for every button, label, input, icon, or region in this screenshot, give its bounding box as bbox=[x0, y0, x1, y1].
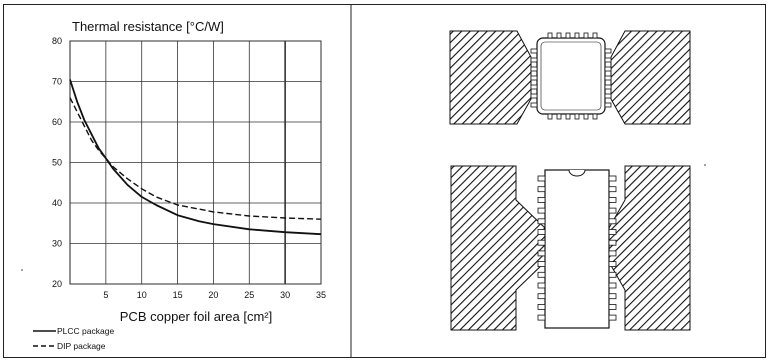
dip-pin-left bbox=[537, 218, 546, 225]
plcc-pin-right bbox=[604, 57, 612, 63]
dip-pin-left bbox=[537, 186, 546, 193]
plcc-chip-inner bbox=[540, 41, 602, 111]
y-tick-label: 30 bbox=[52, 239, 62, 249]
dip-pins bbox=[537, 175, 617, 321]
x-tick-label: 15 bbox=[173, 290, 183, 300]
dip-diagram bbox=[450, 165, 691, 331]
plcc-left-copper-pad bbox=[449, 30, 532, 125]
dip-pin-left bbox=[537, 250, 546, 257]
dip-pin-right bbox=[608, 239, 617, 246]
plcc-pin-left bbox=[530, 48, 538, 54]
plcc-pin-right bbox=[604, 93, 612, 99]
y-tick-label: 80 bbox=[52, 36, 62, 46]
plcc-pin-bottom bbox=[556, 113, 562, 120]
plcc-chip-body bbox=[536, 37, 606, 115]
dip-pin-right bbox=[608, 196, 617, 203]
x-tick-label: 20 bbox=[208, 290, 218, 300]
plcc-pin-top bbox=[556, 32, 562, 39]
x-tick-label: 30 bbox=[280, 290, 290, 300]
x-tick-label: 10 bbox=[137, 290, 147, 300]
plcc-pin-left bbox=[530, 66, 538, 72]
plcc-pin-top bbox=[565, 32, 571, 39]
plcc-pin-bottom bbox=[592, 113, 598, 120]
plcc-pin-bottom bbox=[565, 113, 571, 120]
plcc-pin-left bbox=[530, 93, 538, 99]
plcc-pin-bottom bbox=[574, 113, 580, 120]
chart-grid bbox=[69, 40, 322, 285]
legend-plcc-label: PLCC package bbox=[57, 326, 114, 336]
x-tick-label: 5 bbox=[103, 290, 108, 300]
plcc-right-copper-pad bbox=[610, 30, 691, 125]
plcc-pin-bottom bbox=[547, 113, 553, 120]
legend-dip-label: DIP package bbox=[57, 341, 106, 351]
dip-pin-left bbox=[537, 175, 546, 182]
plcc-pin-left bbox=[530, 102, 538, 108]
dip-pin-left bbox=[537, 271, 546, 278]
plcc-pin-top bbox=[592, 32, 598, 39]
dip-pin-left bbox=[537, 229, 546, 235]
plcc-pin-left bbox=[530, 57, 538, 63]
plcc-pin-right bbox=[604, 66, 612, 72]
plcc-pin-left bbox=[530, 84, 538, 90]
y-tick-label: 70 bbox=[52, 77, 62, 87]
dip-right-copper-pad bbox=[608, 165, 691, 331]
dip-chip-body bbox=[544, 169, 610, 329]
plcc-pin-top bbox=[547, 32, 553, 39]
dip-pin-left bbox=[537, 293, 546, 300]
plcc-diagram bbox=[449, 30, 691, 125]
y-tick-label: 50 bbox=[52, 158, 62, 168]
dip-pin-right bbox=[608, 261, 617, 268]
chart-series bbox=[69, 79, 322, 236]
stray-mark bbox=[21, 269, 23, 271]
plcc-pin-bottom bbox=[583, 113, 589, 120]
stray-mark bbox=[704, 164, 706, 166]
plcc-pin-left bbox=[530, 75, 538, 81]
dip-pin-left bbox=[537, 303, 546, 310]
plcc-pin-right bbox=[604, 75, 612, 81]
dip-pin-right bbox=[608, 229, 617, 235]
dip-pin-right bbox=[608, 207, 617, 214]
chart-title: Thermal resistance [°C/W] bbox=[72, 19, 224, 34]
dip-pin-right bbox=[608, 303, 617, 310]
dip-pin-right bbox=[608, 282, 617, 289]
dip-pin-left bbox=[537, 239, 546, 246]
dip-pin-right bbox=[608, 218, 617, 225]
dip-pin-right bbox=[608, 271, 617, 278]
dip-pin-right bbox=[608, 186, 617, 193]
x-tick-labels: 5 10 15 20 25 30 35 bbox=[103, 290, 326, 300]
dip-pin-left bbox=[537, 207, 546, 214]
y-tick-label: 60 bbox=[52, 117, 62, 127]
x-axis-title: PCB copper foil area [cm²] bbox=[120, 309, 272, 324]
series-line-dip bbox=[69, 97, 322, 220]
x-tick-label: 35 bbox=[316, 290, 326, 300]
dip-pin-right bbox=[608, 314, 617, 321]
dip-notch bbox=[568, 169, 586, 177]
y-tick-label: 20 bbox=[52, 279, 62, 289]
plcc-pins bbox=[530, 32, 612, 120]
legend: PLCC package DIP package bbox=[33, 326, 114, 351]
dip-pin-left bbox=[537, 196, 546, 203]
outer-frame bbox=[3, 4, 766, 358]
dip-pin-right bbox=[608, 250, 617, 257]
dip-left-copper-pad bbox=[450, 165, 546, 331]
dip-pin-left bbox=[537, 282, 546, 289]
dip-pin-left bbox=[537, 314, 546, 321]
dip-pin-left bbox=[537, 261, 546, 268]
y-tick-labels: 20 30 40 50 60 70 80 bbox=[52, 36, 62, 289]
y-tick-label: 40 bbox=[52, 198, 62, 208]
plcc-pin-right bbox=[604, 102, 612, 108]
plcc-pin-right bbox=[604, 84, 612, 90]
plcc-pin-top bbox=[574, 32, 580, 39]
series-line-plcc bbox=[69, 79, 322, 236]
chart: Thermal resistance [°C/W] 20 30 40 50 60 70 80… bbox=[33, 19, 326, 351]
plcc-pin-top bbox=[583, 32, 589, 39]
plcc-pin-right bbox=[604, 48, 612, 54]
x-tick-label: 25 bbox=[244, 290, 254, 300]
dip-pin-right bbox=[608, 293, 617, 300]
dip-pin-right bbox=[608, 175, 617, 182]
